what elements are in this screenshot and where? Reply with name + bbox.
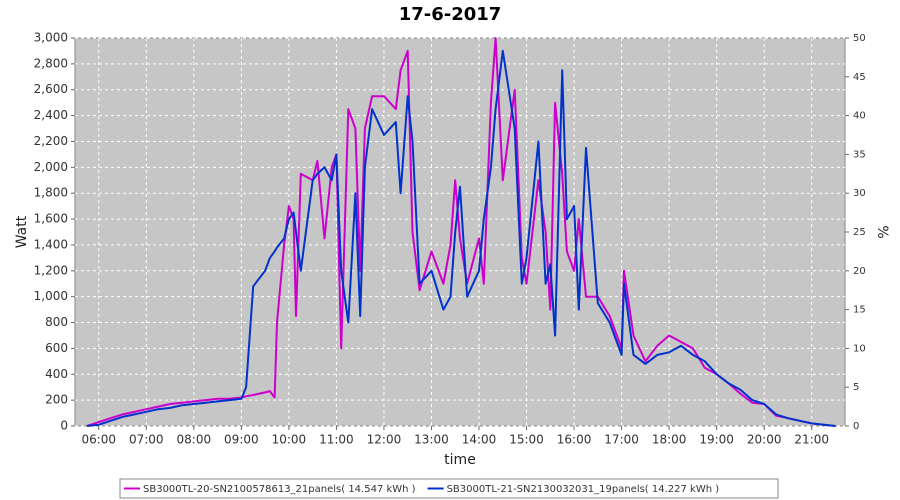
y-tick-label: 2,400 <box>34 108 68 122</box>
series-line <box>86 49 836 427</box>
y-axis-label: Watt <box>14 215 30 248</box>
chart-title: 17-6-2017 <box>399 4 502 25</box>
x-tick-label: 17:00 <box>604 433 639 447</box>
y-tick-label: 1,000 <box>34 289 68 303</box>
x-tick-label: 21:00 <box>794 433 829 447</box>
x-tick-label: 11:00 <box>319 433 354 447</box>
x-tick-label: 20:00 <box>747 433 782 447</box>
y2-tick-label: 10 <box>853 343 866 354</box>
y-tick-label: 400 <box>45 367 68 381</box>
legend-label: SB3000TL-20-SN2100578613_21panels( 14.54… <box>143 484 416 495</box>
y-tick-label: 1,600 <box>34 212 68 226</box>
legend <box>119 478 779 499</box>
y-tick-label: 3,000 <box>34 31 68 45</box>
y2-tick-label: 20 <box>853 266 866 277</box>
legend-label: SB3000TL-21-SN2130032031_19panels( 14.22… <box>447 484 720 495</box>
y-tick-label: 2,200 <box>34 134 68 148</box>
y-tick-label: 600 <box>45 341 68 355</box>
y2-tick-label: 0 <box>853 421 859 432</box>
y-tick-label: 200 <box>45 393 68 407</box>
x-tick-label: 13:00 <box>414 433 449 447</box>
x-tick-label: 12:00 <box>367 433 402 447</box>
x-tick-label: 16:00 <box>557 433 592 447</box>
y2-tick-label: 5 <box>853 382 859 393</box>
y2-tick-label: 25 <box>853 227 866 238</box>
y2-tick-label: 45 <box>853 72 866 83</box>
x-tick-label: 18:00 <box>652 433 687 447</box>
x-tick-label: 09:00 <box>224 433 259 447</box>
y-tick-label: 1,800 <box>34 186 68 200</box>
x-tick-label: 08:00 <box>177 433 212 447</box>
x-tick-label: 10:00 <box>272 433 307 447</box>
y2-tick-label: 50 <box>853 33 866 44</box>
y2-tick-label: 35 <box>853 149 866 160</box>
x-tick-label: 19:00 <box>699 433 734 447</box>
y-tick-label: 2,600 <box>34 82 68 96</box>
y-tick-label: 800 <box>45 315 68 329</box>
x-tick-label: 15:00 <box>509 433 544 447</box>
x-axis-label: time <box>444 452 476 468</box>
y-tick-label: 2,800 <box>34 56 68 70</box>
y2-axis-label: % <box>874 225 890 238</box>
y2-tick-label: 30 <box>853 188 866 199</box>
y-tick-label: 0 <box>60 419 68 433</box>
x-tick-label: 07:00 <box>129 433 164 447</box>
x-tick-label: 06:00 <box>81 433 116 447</box>
y-tick-label: 2,000 <box>34 160 68 174</box>
y2-tick-label: 40 <box>853 111 866 122</box>
x-tick-label: 14:00 <box>462 433 497 447</box>
series-line <box>86 37 836 427</box>
y-tick-label: 1,400 <box>34 237 68 251</box>
y-tick-label: 1,200 <box>34 263 68 277</box>
y2-tick-label: 15 <box>853 305 866 316</box>
